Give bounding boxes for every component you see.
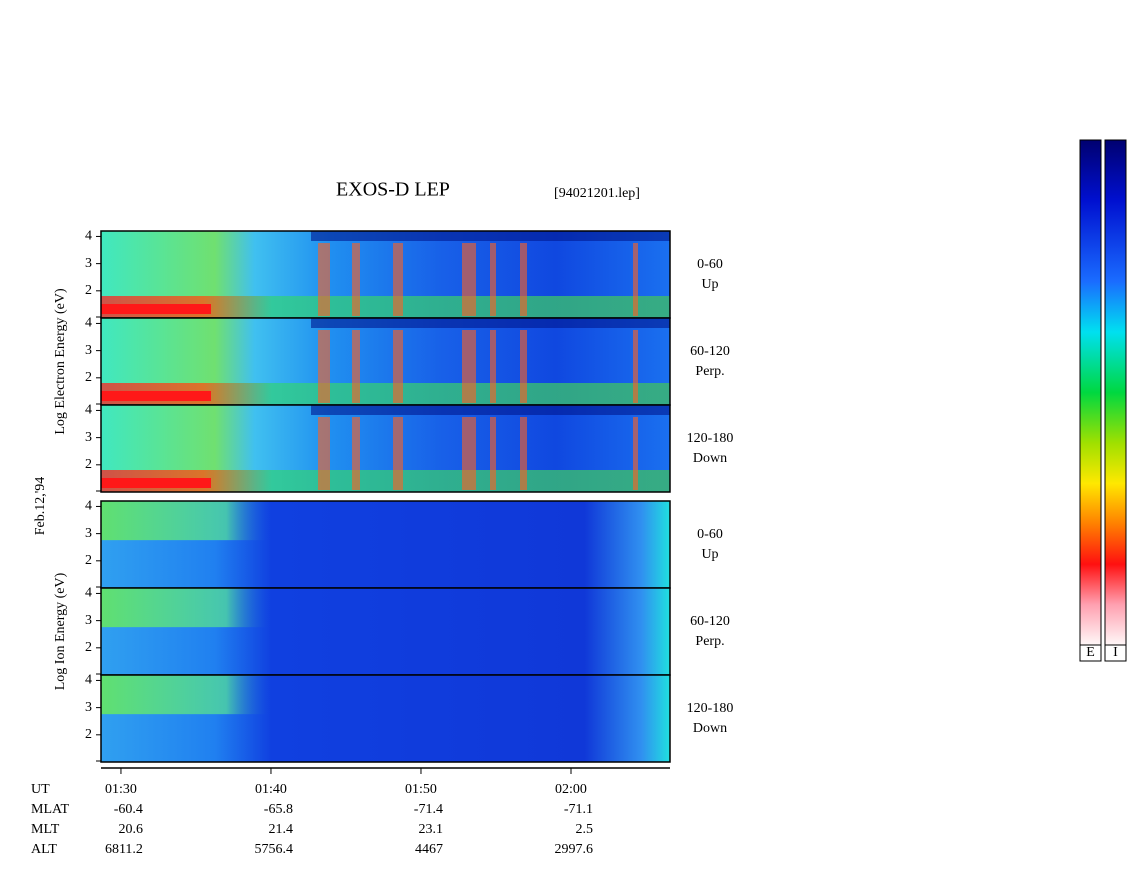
table-cell: -71.4 xyxy=(414,802,443,817)
y-tick-label: 4 xyxy=(85,499,92,514)
spectrogram-panel xyxy=(490,330,496,403)
y-tick-label: 2 xyxy=(85,457,92,472)
spectrogram-panel xyxy=(352,330,360,403)
y-tick-label: 3 xyxy=(85,430,92,445)
spectrogram-panel xyxy=(101,478,211,488)
y-tick-label: 4 xyxy=(85,673,92,688)
spectrogram-panel xyxy=(101,383,670,405)
colorbar xyxy=(1104,139,1127,646)
spectrogram-panel xyxy=(393,243,403,316)
y-tick-label: 4 xyxy=(85,586,92,601)
y-tick-label: 4 xyxy=(85,229,92,244)
table-row-label: MLAT xyxy=(31,802,70,817)
spectrogram-panel xyxy=(318,243,330,316)
table-row-label: ALT xyxy=(31,842,57,857)
spectrogram-panel xyxy=(101,391,211,401)
table-cell: 23.1 xyxy=(418,822,443,837)
y-tick-label: 2 xyxy=(85,283,92,298)
y-axis-title: Log Electron Energy (eV) xyxy=(53,288,68,435)
spectrogram-panel xyxy=(352,243,360,316)
table-cell: 4467 xyxy=(415,842,443,857)
spectrogram-panel xyxy=(490,417,496,490)
spectrogram-panel xyxy=(101,588,670,628)
y-tick-label: 3 xyxy=(85,526,92,541)
table-cell: -60.4 xyxy=(114,802,143,817)
colorbar xyxy=(1079,139,1102,646)
spectrogram-panel xyxy=(633,243,638,316)
spectrogram-panel xyxy=(101,470,670,492)
table-cell: 6811.2 xyxy=(105,842,143,857)
y-tick-label: 3 xyxy=(85,700,92,715)
y-tick-label: 2 xyxy=(85,553,92,568)
panel-angle-label: 0-60 xyxy=(697,257,723,272)
spectrogram-panel xyxy=(311,405,670,415)
spectrogram-panel xyxy=(393,417,403,490)
spectrogram-panel xyxy=(462,243,476,316)
table-cell: 2.5 xyxy=(575,822,593,837)
table-row-label: UT xyxy=(31,782,50,797)
y-tick-label: 2 xyxy=(85,370,92,385)
table-row-label: MLT xyxy=(31,822,60,837)
spectrogram-panel xyxy=(318,417,330,490)
spectrogram-panel xyxy=(633,330,638,403)
panel-direction-label: Up xyxy=(701,547,718,562)
spectrogram-panel xyxy=(101,675,670,715)
y-tick-label: 3 xyxy=(85,256,92,271)
panel-angle-label: 120-180 xyxy=(687,431,734,446)
spectrogram-panel xyxy=(520,330,527,403)
spectrogram-panel xyxy=(520,417,527,490)
spectrogram-panel xyxy=(520,243,527,316)
spectrogram-panel xyxy=(633,417,638,490)
panel-direction-label: Up xyxy=(701,277,718,292)
y-axis-title: Log Ion Energy (eV) xyxy=(53,572,68,690)
panel-angle-label: 0-60 xyxy=(697,527,723,542)
spectrogram-panel xyxy=(311,231,670,241)
spectrogram-panel xyxy=(318,330,330,403)
panel-direction-label: Perp. xyxy=(695,364,724,379)
chart-title: EXOS-D LEP xyxy=(336,179,450,201)
table-cell: 21.4 xyxy=(268,822,293,837)
panel-angle-label: 60-120 xyxy=(690,614,730,629)
panel-frame xyxy=(100,674,671,763)
y-tick-label: 3 xyxy=(85,613,92,628)
x-tick-label: 02:00 xyxy=(555,782,587,797)
panel-direction-label: Down xyxy=(693,721,727,736)
x-tick-label: 01:30 xyxy=(105,782,137,797)
panel-direction-label: Perp. xyxy=(695,634,724,649)
colorbar-label-box xyxy=(1104,644,1127,662)
spectrogram-panel xyxy=(101,304,211,314)
y-tick-label: 4 xyxy=(85,403,92,418)
spectrogram-panel xyxy=(462,417,476,490)
table-cell: 20.6 xyxy=(118,822,143,837)
panel-angle-label: 120-180 xyxy=(687,701,734,716)
table-cell: -65.8 xyxy=(264,802,293,817)
table-cell: 2997.6 xyxy=(554,842,593,857)
y-tick-label: 3 xyxy=(85,343,92,358)
spectrogram-panel xyxy=(393,330,403,403)
colorbar-label: I xyxy=(1113,645,1118,660)
y-tick-label: 2 xyxy=(85,640,92,655)
date-label: Feb.12,'94 xyxy=(33,477,48,536)
spectrogram-panel xyxy=(462,330,476,403)
y-tick-label: 2 xyxy=(85,727,92,742)
spectrogram-panel xyxy=(101,296,670,318)
spectrogram-panel xyxy=(352,417,360,490)
spectrogram-panel xyxy=(101,501,670,541)
colorbar-label-box xyxy=(1079,644,1102,662)
table-cell: 5756.4 xyxy=(254,842,293,857)
x-tick-label: 01:40 xyxy=(255,782,287,797)
spectrogram-panel xyxy=(490,243,496,316)
file-label: [94021201.lep] xyxy=(554,186,640,201)
colorbar-label: E xyxy=(1086,645,1095,660)
x-tick-label: 01:50 xyxy=(405,782,437,797)
y-tick-label: 4 xyxy=(85,316,92,331)
panel-angle-label: 60-120 xyxy=(690,344,730,359)
panel-direction-label: Down xyxy=(693,451,727,466)
spectrogram-panel xyxy=(311,318,670,328)
table-cell: -71.1 xyxy=(564,802,593,817)
panel-frame xyxy=(100,404,671,493)
